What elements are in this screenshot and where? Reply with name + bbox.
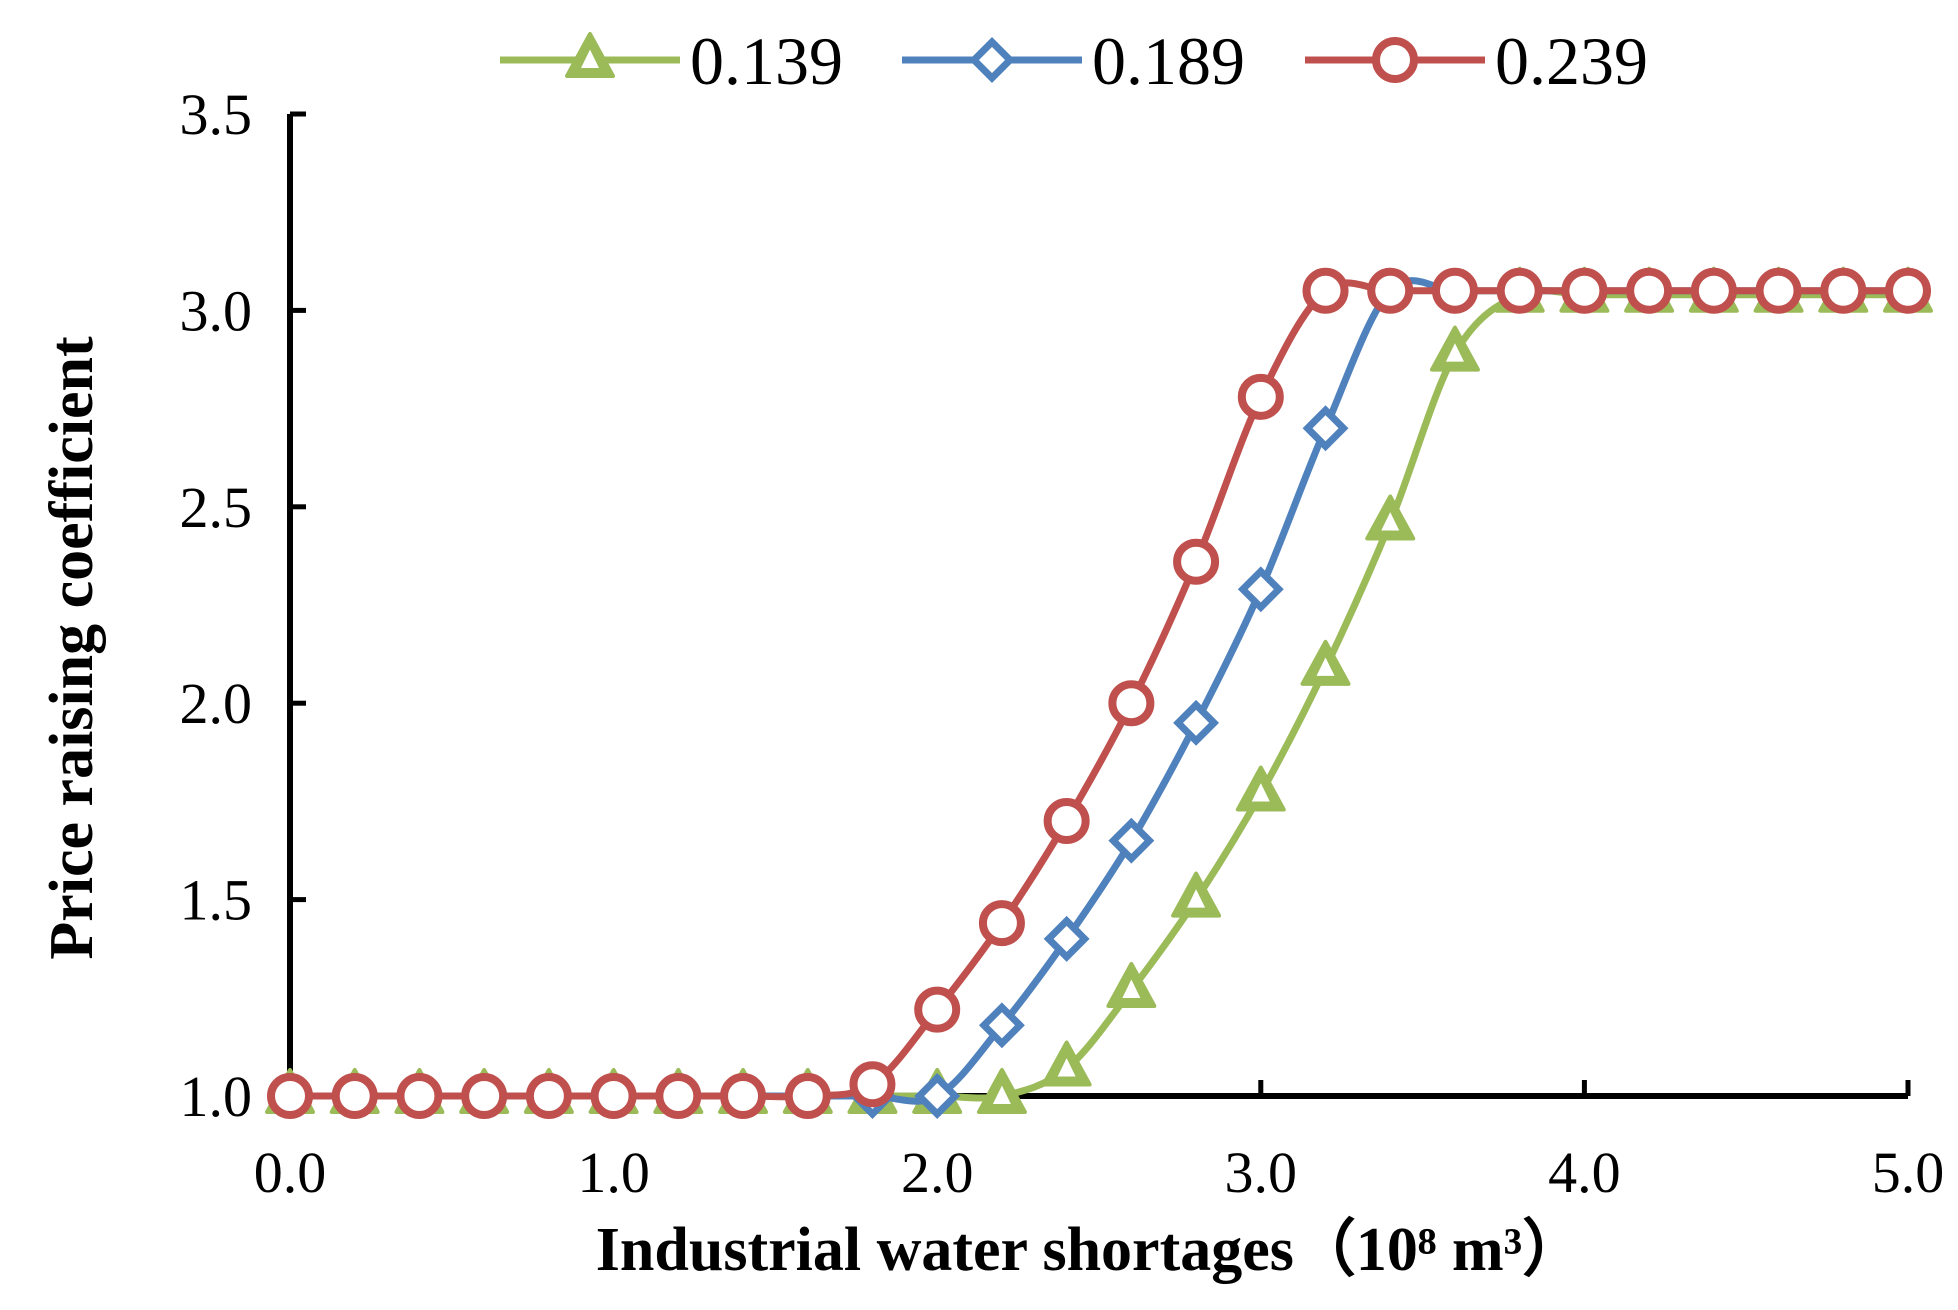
data-point	[1302, 267, 1349, 314]
data-point	[1755, 267, 1802, 314]
legend-marker	[969, 37, 1015, 83]
data-point	[1820, 267, 1867, 314]
data-point	[1173, 699, 1220, 746]
data-point	[1043, 915, 1090, 962]
data-point	[849, 1061, 896, 1108]
series-line	[289, 286, 1908, 1102]
legend-label: 0.239	[1495, 23, 1648, 99]
data-point	[1367, 267, 1414, 314]
legend-marker-hole	[581, 49, 599, 68]
series-1	[267, 267, 1931, 1119]
data-point	[1173, 538, 1220, 585]
data-point-hole	[1445, 343, 1464, 362]
data-point	[1043, 798, 1090, 845]
legend-item: 0.239	[1305, 23, 1648, 99]
data-point	[914, 986, 961, 1033]
y-axis-title: Price raising coefficient	[38, 336, 106, 960]
data-point	[1496, 267, 1543, 314]
data-point	[525, 1073, 572, 1119]
legend-item: 0.139	[500, 23, 843, 99]
series-2	[267, 267, 1931, 1119]
legend: 0.139 0.189 0.239	[500, 23, 1648, 99]
data-point-hole	[1122, 979, 1141, 998]
data-point	[655, 1073, 702, 1119]
x-tick-label: 4.0	[1548, 1140, 1621, 1205]
axes: 1.01.52.02.53.03.50.0 1.0 2.0 3.0 4.0 5.0	[180, 82, 1945, 1205]
data-point	[1561, 267, 1608, 314]
data-point	[461, 1073, 508, 1119]
legend-item: 0.189	[902, 23, 1245, 99]
data-point	[784, 1073, 831, 1119]
data-point	[1237, 566, 1284, 613]
x-tick-label: 2.0	[901, 1140, 974, 1205]
data-point	[1108, 680, 1155, 727]
data-point	[1431, 267, 1478, 314]
data-point-hole	[1316, 657, 1335, 676]
data-point-hole	[1057, 1058, 1076, 1077]
data-point	[267, 1073, 313, 1119]
series-line	[289, 279, 1908, 1101]
data-point	[1626, 267, 1673, 314]
x-tick-label: 5.0	[1872, 1140, 1945, 1205]
data-point	[1237, 373, 1284, 420]
series-line	[289, 277, 1908, 1105]
x-tick-label: 1.0	[577, 1140, 650, 1205]
data-point	[978, 1002, 1025, 1049]
y-tick-label: 1.0	[180, 1064, 253, 1129]
y-tick-label: 3.5	[180, 82, 253, 147]
data-point	[590, 1073, 637, 1119]
data-point-hole	[1381, 512, 1400, 531]
data-point	[914, 1073, 961, 1119]
data-point-hole	[992, 1085, 1011, 1104]
series-layer	[265, 266, 1933, 1119]
data-point	[396, 1073, 443, 1119]
data-point-hole	[1187, 889, 1206, 908]
data-point	[1690, 267, 1737, 314]
data-point	[720, 1073, 767, 1119]
y-tick-label: 2.5	[180, 475, 253, 540]
data-point	[331, 1073, 378, 1119]
x-tick-label: 0.0	[254, 1140, 327, 1205]
x-tick-label: 3.0	[1225, 1140, 1298, 1205]
legend-label: 0.139	[690, 23, 843, 99]
data-point	[1302, 405, 1349, 452]
x-axis-title: Industrial water shortages（10⁸ m³）	[596, 1214, 1584, 1284]
y-tick-label: 2.0	[180, 671, 253, 736]
data-point-hole	[1251, 783, 1270, 802]
data-point	[978, 900, 1025, 947]
y-tick-label: 3.0	[180, 278, 253, 343]
series-0	[265, 266, 1933, 1114]
y-tick-label: 1.5	[180, 868, 253, 933]
legend-marker	[1372, 37, 1418, 83]
data-point	[1108, 817, 1155, 864]
legend-label: 0.189	[1092, 23, 1245, 99]
data-point	[1885, 267, 1931, 314]
